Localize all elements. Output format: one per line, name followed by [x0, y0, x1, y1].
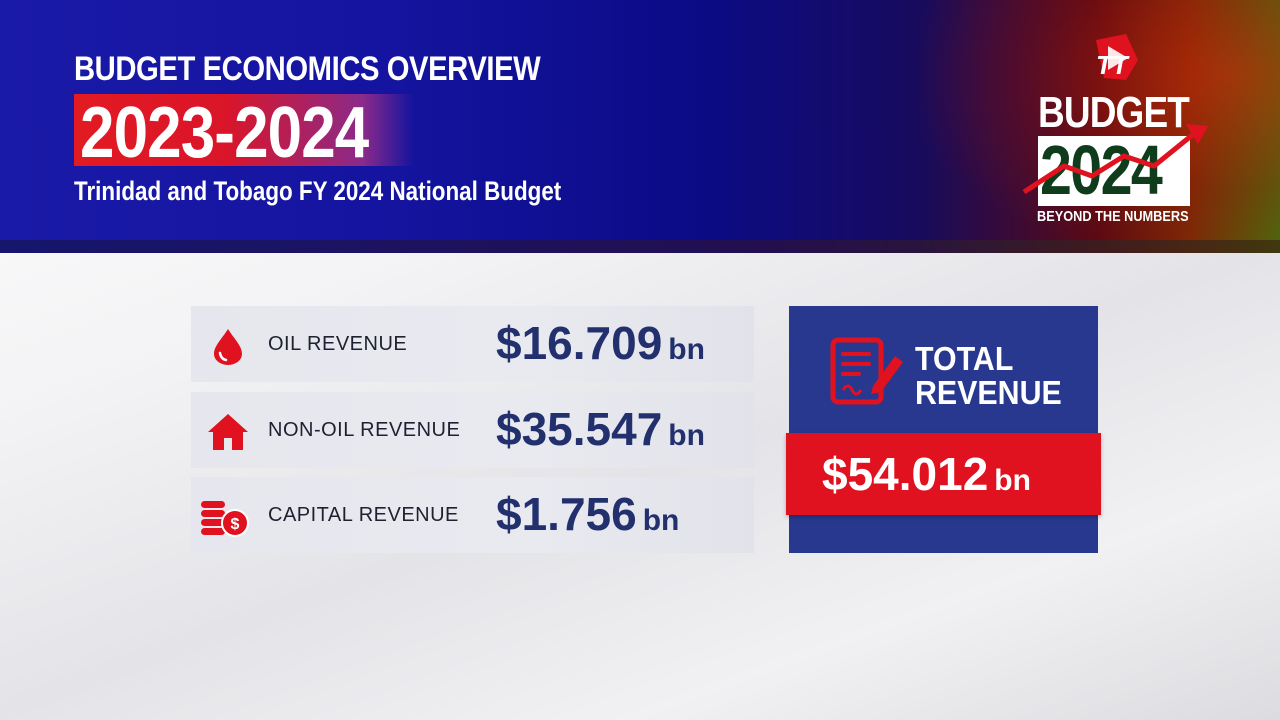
capital-revenue-value: $1.756 bn — [496, 489, 679, 546]
oil-revenue-unit: bn — [668, 333, 705, 366]
total-revenue-amount: $54.012 — [822, 448, 989, 500]
oil-drop-icon — [214, 329, 242, 365]
tt-logo-text: TT — [1096, 50, 1130, 80]
total-revenue-label: TOTAL REVENUE — [915, 342, 1062, 410]
non-oil-revenue-row: NON-OIL REVENUE $35.547 bn — [191, 392, 754, 468]
total-revenue-unit: bn — [994, 464, 1031, 497]
oil-revenue-row: OIL REVENUE $16.709 bn — [191, 306, 754, 382]
oil-revenue-amount: $16.709 — [496, 317, 663, 369]
total-label-line1: TOTAL — [915, 340, 1014, 377]
coins-icon: $ — [201, 501, 249, 537]
budget-subtitle: Trinidad and Tobago FY 2024 National Bud… — [74, 176, 562, 206]
capital-revenue-amount: $1.756 — [496, 488, 637, 540]
fiscal-years: 2023-2024 — [80, 93, 369, 173]
logo-tagline: BEYOND THE NUMBERS — [1037, 208, 1189, 225]
header-banner: BUDGET ECONOMICS OVERVIEW 2023-2024 Trin… — [0, 0, 1280, 253]
oil-revenue-label: OIL REVENUE — [268, 333, 408, 355]
header-divider — [0, 240, 1280, 253]
budget-2024-logo: TT BUDGET 2024 BEYOND THE NUMBERS — [1010, 28, 1220, 228]
total-revenue-panel: TOTAL REVENUE — [789, 306, 1098, 553]
growth-arrow-icon — [1022, 124, 1208, 195]
logo-budget-word: BUDGET — [1038, 88, 1190, 137]
capital-revenue-row: $ CAPITAL REVENUE $1.756 bn — [191, 477, 754, 553]
svg-text:$: $ — [231, 516, 240, 533]
capital-revenue-label: CAPITAL REVENUE — [268, 504, 459, 526]
house-icon — [208, 414, 248, 450]
logo-year-box — [1038, 136, 1190, 206]
overview-heading: BUDGET ECONOMICS OVERVIEW — [74, 50, 541, 88]
non-oil-revenue-label: NON-OIL REVENUE — [268, 419, 461, 441]
non-oil-revenue-unit: bn — [668, 419, 705, 452]
total-revenue-bar: $54.012 bn — [786, 433, 1101, 515]
total-label-line2: REVENUE — [915, 374, 1062, 411]
capital-revenue-unit: bn — [642, 504, 680, 537]
non-oil-revenue-amount: $35.547 — [496, 403, 663, 455]
oil-revenue-value: $16.709 bn — [496, 318, 705, 375]
year-highlight — [74, 94, 414, 166]
non-oil-revenue-value: $35.547 bn — [496, 404, 705, 461]
tt-logo-icon: TT — [1096, 34, 1138, 80]
document-pen-icon — [830, 337, 903, 405]
total-revenue-value: $54.012 bn — [822, 448, 1031, 507]
